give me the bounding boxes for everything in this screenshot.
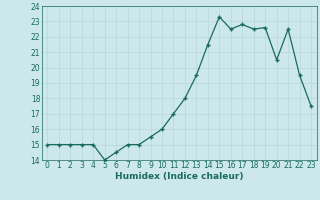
X-axis label: Humidex (Indice chaleur): Humidex (Indice chaleur) <box>115 172 244 181</box>
